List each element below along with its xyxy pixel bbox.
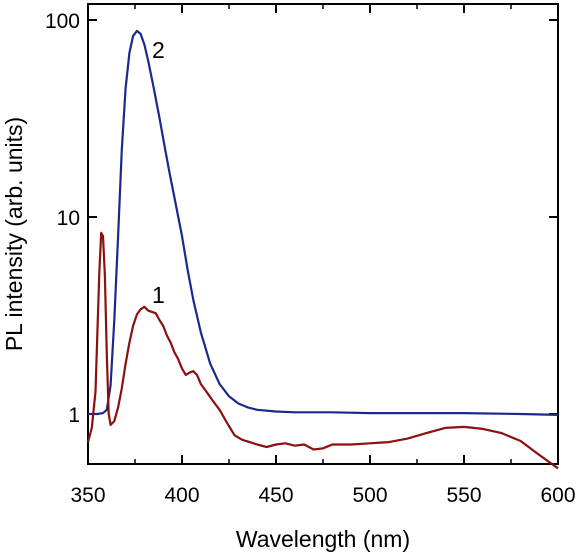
x-tick-label: 550 xyxy=(446,484,481,507)
series-label-1: 1 xyxy=(152,282,165,308)
x-tick-label: 450 xyxy=(258,484,293,507)
x-axis-title: Wavelength (nm) xyxy=(236,526,410,552)
x-tick-label: 600 xyxy=(540,484,575,507)
axis-tick-labels: 350 400 450 500 550 600 1 10 100 xyxy=(45,10,576,507)
y-tick-label: 10 xyxy=(57,207,80,230)
series-lines xyxy=(86,29,559,470)
axis-ticks xyxy=(87,4,559,464)
series-line-1 xyxy=(86,231,559,470)
y-tick-label: 1 xyxy=(68,404,80,427)
y-tick-label: 100 xyxy=(45,10,80,33)
x-tick-label: 400 xyxy=(164,484,199,507)
y-axis-title: PL intensity (arb. units) xyxy=(1,117,27,351)
series-label-2: 2 xyxy=(152,37,165,63)
plot-area-frame xyxy=(87,3,559,465)
series-line-2 xyxy=(88,29,559,416)
x-tick-label: 350 xyxy=(70,484,105,507)
x-tick-label: 500 xyxy=(352,484,387,507)
